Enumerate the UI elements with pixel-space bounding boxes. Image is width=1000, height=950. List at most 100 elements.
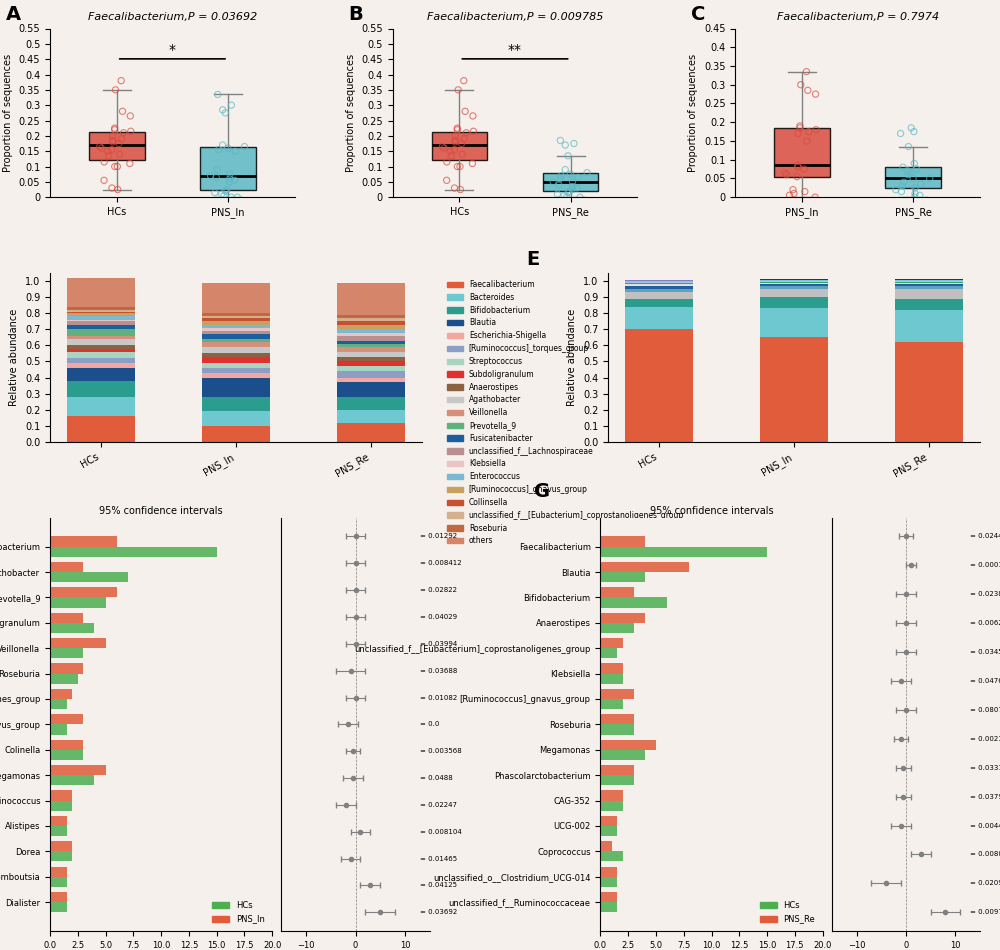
Point [217,105,233,121]
Bar [67,307,135,310]
Bar [600,816,617,826]
Title: 95% confidence intervals: 95% confidence intervals [99,505,223,516]
Point [122,108,138,124]
Point [216,188,232,203]
Bar [625,283,693,284]
Bar [625,307,693,330]
Bar [337,335,405,341]
Bar [67,368,135,381]
Bar [50,801,72,810]
Text: = 0.02247: = 0.02247 [420,802,457,808]
Bar [625,286,693,289]
Point [895,160,911,175]
Point [442,143,458,159]
Text: = 0.03994: = 0.03994 [420,641,457,647]
Legend: HCs, PNS_Re: HCs, PNS_Re [757,898,818,927]
Text: = 0.04029: = 0.04029 [420,614,457,620]
Bar [50,740,83,750]
PathPatch shape [432,132,487,161]
Bar [337,397,405,409]
Bar [67,321,135,325]
Text: G: G [534,482,550,501]
Bar [337,321,405,325]
Point [105,134,121,149]
Point [552,171,568,186]
Point [439,154,455,169]
Point [458,125,474,141]
Point [100,143,116,159]
Point [789,169,805,184]
Bar [67,278,135,307]
Point [777,165,793,180]
Bar [760,283,828,284]
Bar [600,623,634,633]
Point [443,148,459,163]
Text: = 0.04125: = 0.04125 [420,883,457,888]
Text: = 0.03692: = 0.03692 [420,909,457,915]
Point [557,162,573,178]
Bar [67,346,135,349]
Point [229,190,245,205]
Point [446,142,462,158]
Point [107,123,123,138]
Point [905,171,921,186]
PathPatch shape [89,132,145,161]
Point [785,182,801,198]
Text: = 0.0345: = 0.0345 [970,649,1000,655]
Point [465,124,481,139]
Point [104,142,120,158]
Text: = 0.03315: = 0.03315 [970,765,1000,770]
Text: A: A [6,5,21,24]
Bar [600,561,689,572]
Point [888,182,904,198]
Bar [600,613,645,623]
Bar [67,358,135,363]
Point [572,190,588,205]
Bar [600,587,634,598]
Point [439,173,455,188]
Bar [50,816,67,826]
Point [903,121,919,136]
Text: B: B [349,5,363,24]
Bar [600,801,623,810]
Text: C: C [691,5,706,24]
Point [220,141,236,156]
Point [452,159,468,174]
Point [922,171,938,186]
Point [111,136,127,151]
Bar [600,537,645,546]
Bar [895,310,963,342]
Bar [337,371,405,377]
Point [797,184,813,200]
Bar [67,416,135,442]
Bar [202,411,270,426]
Point [123,124,139,139]
Point [551,178,567,193]
Legend: Faecalibacterium, Bacteroides, Bifidobacterium, Blautia, Escherichia-Shigella, [: Faecalibacterium, Bacteroides, Bifidobac… [444,276,687,548]
Bar [202,328,270,331]
Bar [600,663,623,674]
Text: = 0.01082: = 0.01082 [420,694,457,700]
Bar [600,790,623,801]
Point [793,77,809,92]
Bar [760,337,828,442]
Point [552,133,568,148]
Point [447,180,463,196]
Bar [50,613,83,623]
Point [566,136,582,151]
Bar [600,877,617,887]
Bar [202,283,270,314]
Point [452,181,468,197]
Text: = 0.0488: = 0.0488 [420,775,452,781]
Point [545,174,561,189]
Bar [67,335,135,339]
Point [112,146,128,162]
Point [781,188,797,203]
Bar [67,316,135,320]
Y-axis label: Relative abundance: Relative abundance [9,309,19,406]
Point [913,177,929,192]
Bar [50,866,67,877]
Point [456,131,472,146]
Bar [760,297,828,309]
Bar [337,352,405,356]
